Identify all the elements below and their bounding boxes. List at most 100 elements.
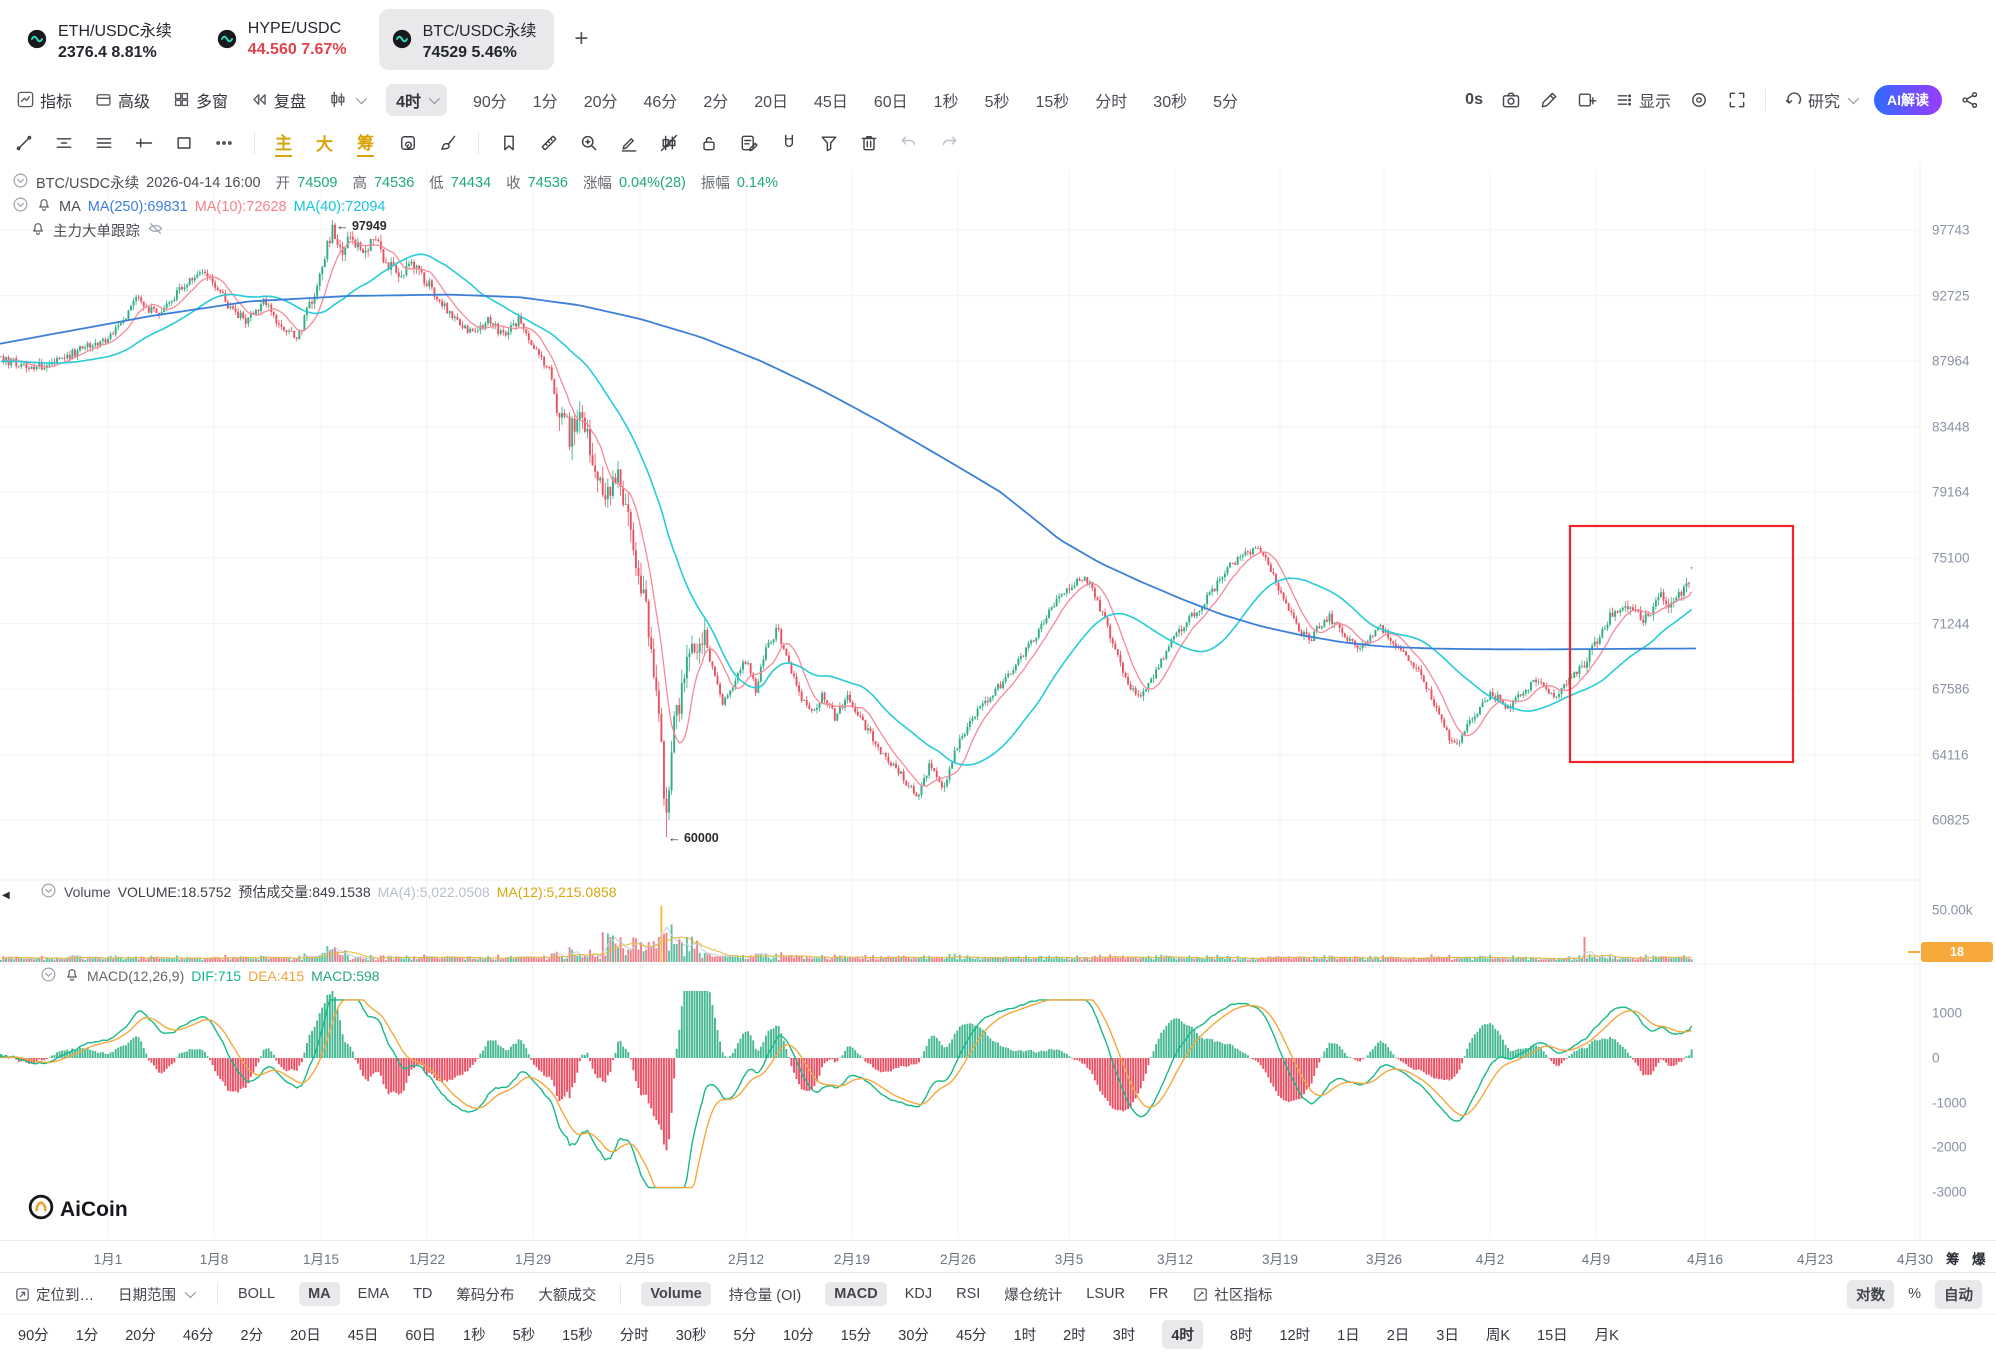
mode-筹-button[interactable]: 筹 <box>357 129 374 157</box>
timeframe-2时-button[interactable]: 2时 <box>1063 1328 1086 1344</box>
candlecmp-icon[interactable] <box>659 133 679 153</box>
menu-chart-button[interactable]: 指标 <box>16 88 72 112</box>
interval-button[interactable]: 46分 <box>643 93 678 111</box>
interval-button[interactable]: 90分 <box>472 93 507 111</box>
funnel-icon[interactable] <box>819 133 839 153</box>
addpane-icon[interactable] <box>1577 90 1597 110</box>
replay-icon[interactable] <box>398 133 418 153</box>
timeframe-46分-button[interactable]: 46分 <box>182 1328 214 1344</box>
alert-bell-icon[interactable] <box>64 967 80 986</box>
对数-button[interactable]: 对数 <box>1847 1279 1895 1309</box>
timeframe-30秒-button[interactable]: 30秒 <box>675 1328 707 1344</box>
timeframe-30分-button[interactable]: 30分 <box>898 1328 929 1344</box>
recttool-icon[interactable] <box>174 133 194 153</box>
MACD-button[interactable]: MACD <box>825 1282 887 1306</box>
magnet-icon[interactable] <box>779 133 799 153</box>
trash-icon[interactable] <box>859 133 879 153</box>
timeframe-3日-button[interactable]: 3日 <box>1436 1328 1459 1344</box>
note-icon[interactable] <box>739 133 759 153</box>
share-icon[interactable] <box>1960 90 1980 110</box>
timeframe-60日-button[interactable]: 60日 <box>405 1328 436 1344</box>
定位到…-button[interactable]: 定位到… <box>14 1284 94 1305</box>
interval-button[interactable]: 45日 <box>814 93 848 111</box>
pencil-icon[interactable] <box>1539 90 1559 110</box>
menu-grid-button[interactable]: 多窗 <box>172 88 228 112</box>
timeframe-周K-button[interactable]: 周K <box>1485 1328 1511 1344</box>
chart-area[interactable]: BTC/USDC永续 2026-04-14 16:00 开 74509 高 7453… <box>0 164 1996 1240</box>
ruler-icon[interactable] <box>539 133 559 153</box>
mode-大-button[interactable]: 大 <box>316 135 333 154</box>
lock-icon[interactable] <box>699 133 719 153</box>
自动-button[interactable]: 自动 <box>1935 1279 1982 1309</box>
interval-button[interactable]: 60日 <box>873 93 908 111</box>
research-dropdown[interactable]: 研究 <box>1784 88 1856 112</box>
timeframe-分时-button[interactable]: 分时 <box>619 1328 649 1344</box>
hlines2-icon[interactable] <box>94 133 114 153</box>
timeframe-1日-button[interactable]: 1日 <box>1337 1328 1360 1344</box>
timeframe-8时-button[interactable]: 8时 <box>1229 1328 1253 1344</box>
main-chart[interactable] <box>0 164 1996 1240</box>
timeframe-90分-button[interactable]: 90分 <box>18 1328 49 1344</box>
collapse-icon[interactable] <box>12 196 29 217</box>
menu-panel-button[interactable]: 高级 <box>94 88 150 112</box>
pane-collapse-handle[interactable]: ◀ <box>2 890 10 901</box>
hlines-icon[interactable] <box>54 133 74 153</box>
alert-bell-icon[interactable] <box>36 197 52 217</box>
interval-button[interactable]: 2分 <box>703 93 729 111</box>
tab-btc-usdc[interactable]: BTC/USDC永续 74529 5.46% <box>378 8 555 70</box>
tab-hype-usdc[interactable]: HYPE/USDC 44.560 7.67% <box>204 12 365 67</box>
社区指标-button[interactable]: 社区指标 <box>1192 1284 1272 1305</box>
timeframe-2日-button[interactable]: 2日 <box>1386 1328 1410 1344</box>
timeframe-5分-button[interactable]: 5分 <box>733 1328 757 1344</box>
target-icon[interactable] <box>1689 90 1709 110</box>
KDJ-button[interactable]: KDJ <box>904 1286 933 1302</box>
timeframe-45日-button[interactable]: 45日 <box>347 1328 379 1344</box>
marker-icon[interactable] <box>619 133 639 153</box>
timeframe-10分-button[interactable]: 10分 <box>783 1328 814 1344</box>
collapse-icon[interactable] <box>12 172 29 193</box>
interval-button[interactable]: 20日 <box>754 93 789 111</box>
add-tab-button[interactable]: + <box>574 25 589 52</box>
collapse-icon[interactable] <box>40 882 57 902</box>
爆仓统计-button[interactable]: 爆仓统计 <box>1004 1287 1063 1304</box>
date-axis[interactable]: 1月1 1月8 1月15 1月22 1月29 2月5 2月12 2月19 2月26 3月5 3月12… <box>0 1240 1996 1273</box>
MA-button[interactable]: MA <box>299 1282 340 1306</box>
timeframe-15日-button[interactable]: 15日 <box>1537 1328 1568 1344</box>
timeframe-1时-button[interactable]: 1时 <box>1013 1328 1037 1344</box>
mode-主-button[interactable]: 主 <box>275 129 292 157</box>
bookmark-icon[interactable] <box>499 133 519 153</box>
timeframe-2分-button[interactable]: 2分 <box>240 1328 264 1344</box>
display-settings-button[interactable]: 显示 <box>1615 88 1671 112</box>
interval-selected-button[interactable]: 4时 <box>386 83 447 116</box>
ai-explain-button[interactable]: AI解读 <box>1874 84 1942 115</box>
expand-icon[interactable] <box>1727 90 1747 110</box>
collapse-icon[interactable] <box>40 966 57 986</box>
brush-icon[interactable] <box>438 133 458 153</box>
redo-icon[interactable] <box>939 133 959 153</box>
timeframe-45分-button[interactable]: 45分 <box>955 1328 987 1344</box>
interval-button[interactable]: 5分 <box>1213 93 1239 111</box>
大额成交-button[interactable]: 大额成交 <box>538 1287 597 1304</box>
持仓量 (OI)-button[interactable]: 持仓量 (OI) <box>728 1287 802 1304</box>
EMA-button[interactable]: EMA <box>357 1286 390 1302</box>
crossarrow-icon[interactable] <box>134 133 154 153</box>
timeframe-1分-button[interactable]: 1分 <box>75 1328 99 1344</box>
LSUR-button[interactable]: LSUR <box>1086 1286 1125 1302</box>
interval-button[interactable]: 5秒 <box>984 93 1010 111</box>
interval-button[interactable]: 30秒 <box>1153 93 1188 111</box>
linetool-icon[interactable] <box>14 133 34 153</box>
eye-off-icon[interactable] <box>147 220 164 241</box>
timeframe-1秒-button[interactable]: 1秒 <box>463 1328 486 1344</box>
筹码分布-button[interactable]: 筹码分布 <box>456 1287 515 1304</box>
BOLL-button[interactable]: BOLL <box>238 1286 276 1302</box>
zoomin-icon[interactable] <box>579 133 599 153</box>
interval-button[interactable]: 20分 <box>583 93 618 111</box>
interval-button[interactable]: 1分 <box>532 93 558 111</box>
日期范围-button[interactable]: 日期范围 <box>118 1284 193 1305</box>
%-button[interactable]: % <box>1908 1286 1921 1302</box>
Volume-button[interactable]: Volume <box>641 1282 711 1306</box>
interval-button[interactable]: 15秒 <box>1035 93 1070 111</box>
undo-icon[interactable] <box>899 133 919 153</box>
TD-button[interactable]: TD <box>413 1286 433 1302</box>
dots-icon[interactable] <box>214 133 234 153</box>
